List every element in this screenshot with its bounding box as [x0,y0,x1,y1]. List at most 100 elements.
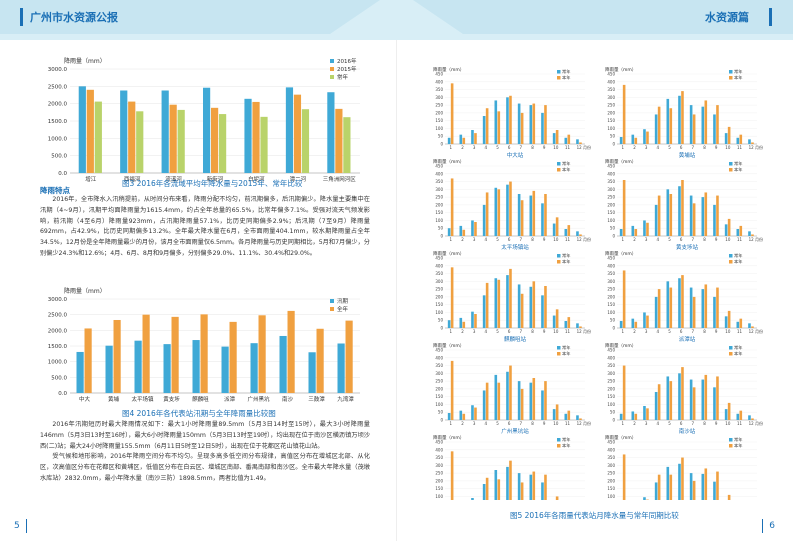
station-name: 黄支埗站 [676,243,699,251]
bar-normal [494,278,498,328]
bar-2016年 [285,87,294,173]
x-tick-label: 派潭 [224,395,236,403]
station-y-tick: 200 [435,202,443,207]
station-y-tick: 250 [607,103,615,108]
header-right-banner [413,0,793,34]
bar-全年 [84,328,92,393]
bar-current [669,108,673,144]
bar-current [485,477,489,500]
station-x-tick: 6 [508,237,511,242]
station-y-tick: 350 [607,271,615,276]
station-y-tick: 100 [607,494,615,499]
station-y-tick: 350 [435,87,443,92]
bar-current [497,111,501,144]
station-y-tick: 450 [607,440,615,445]
bar-current [555,404,559,420]
bar-current [462,229,466,236]
station-y-tick: 450 [435,348,443,353]
legend-label: 本年 [562,166,570,173]
bar-normal [506,275,509,328]
legend-label: 常年 [562,160,570,167]
station-y-tick: 0 [612,234,615,239]
bar-normal [482,484,486,500]
station-y-tick: 300 [607,187,615,192]
bar-current [634,137,638,144]
bar-normal [471,130,474,144]
bar-current [634,229,638,236]
station-x-tick: 5 [668,145,671,150]
bar-normal [643,312,646,328]
bar-current [520,293,524,328]
station-x-tick: 10 [725,421,731,426]
bar-normal [701,289,705,328]
bar-current [634,321,638,328]
bar-current [739,134,743,144]
bar-2016年 [161,90,169,173]
station-y-tick: 200 [435,294,443,299]
station-x-tick: 11 [565,237,571,242]
legend-swatch [729,260,733,264]
bar-current [462,413,466,420]
station-name: 广州黑坑站 [501,427,529,435]
bar-normal [564,413,568,420]
bar-2016年 [203,87,211,173]
bar-汛期 [308,352,316,393]
station-x-tick: 9 [543,237,546,242]
station-x-label: 月份 [583,420,591,426]
bar-current [692,296,696,328]
bar-normal [724,409,728,420]
station-x-tick: 6 [680,237,683,242]
bar-2016年 [120,90,128,173]
station-x-tick: 3 [645,145,648,150]
station-y-label: 降雨量（mm） [605,250,636,257]
station-y-tick: 150 [435,302,443,307]
bar-current [474,222,477,236]
bar-current [657,106,661,144]
bar-normal [689,473,693,500]
bar-current [462,137,466,144]
station-x-tick: 9 [715,421,718,426]
header-left-title: 广州市水资源公报 [30,11,118,24]
station-name: 麒麟咀站 [504,335,527,343]
station-x-tick: 2 [633,329,636,334]
bar-current [646,131,649,144]
legend-swatch [729,162,733,166]
station-x-tick: 6 [508,421,511,426]
bar-normal [724,316,728,328]
bar-current [681,367,684,420]
station-x-tick: 1 [622,329,625,334]
x-tick-label: 黄支埗 [163,395,180,403]
x-tick-label: 太平场镇 [131,395,154,403]
bar-current [657,289,661,328]
station-y-tick: 150 [607,394,615,399]
station-x-tick: 7 [520,145,523,150]
bar-normal [576,323,579,328]
bar-normal [701,473,705,500]
legend-swatch [330,59,334,63]
bar-normal [619,413,623,420]
bar-current [567,410,571,420]
station-x-tick: 5 [496,329,499,334]
station-x-tick: 7 [692,145,695,150]
bar-normal [494,374,498,420]
bar-current [579,142,582,144]
station-x-tick: 4 [657,421,660,426]
station-y-label: 降雨量（mm） [605,434,636,441]
station-x-tick: 5 [496,421,499,426]
station-y-tick: 250 [435,379,443,384]
bar-current [727,494,731,500]
bar-normal [713,481,716,500]
station-y-tick: 300 [607,279,615,284]
header-left-banner [0,0,380,34]
bar-current [544,286,547,328]
bar-current [450,178,454,236]
legend-swatch [557,254,561,258]
bar-汛期 [337,343,345,393]
bar-normal [736,137,740,144]
station-x-tick: 9 [543,421,546,426]
bar-normal [552,223,556,236]
bar-current [681,91,684,144]
legend-swatch [557,76,561,80]
station-x-tick: 5 [668,329,671,334]
